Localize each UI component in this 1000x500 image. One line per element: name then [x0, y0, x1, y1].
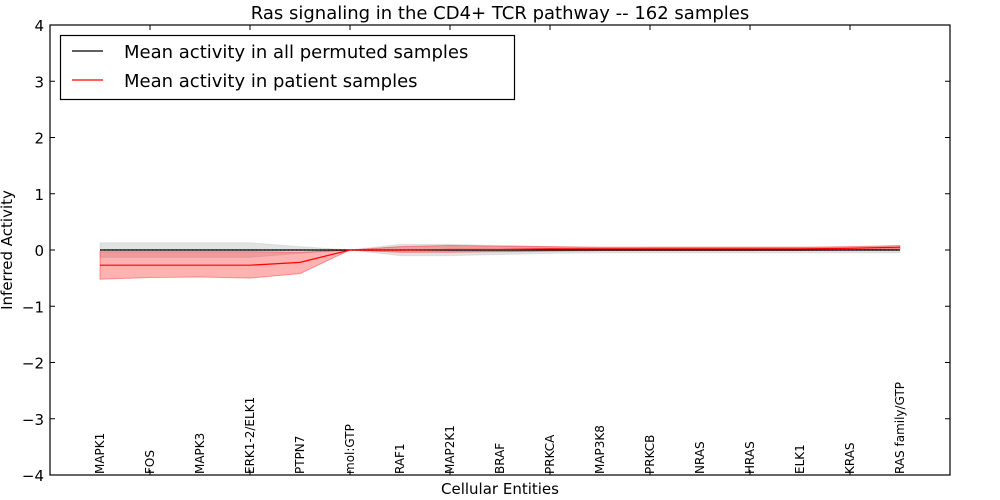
x-tick-label: ERK1-2/ELK1 — [243, 397, 257, 474]
x-tick-label: NRAS — [693, 441, 707, 474]
x-axis: MAPK1 FOS MAPK3 ERK1-2/ELK1 PTPN7 mol:GTP RAF1… — [93, 25, 907, 475]
y-tick-label: −4 — [22, 467, 44, 485]
y-axis-label: Inferred Activity — [0, 190, 16, 310]
y-tick-label: 0 — [34, 242, 44, 260]
x-axis-label: Cellular Entities — [441, 480, 559, 498]
y-tick-label: 1 — [34, 186, 44, 204]
x-tick-label: ELK1 — [793, 444, 807, 474]
y-tick-label: 3 — [34, 73, 44, 91]
x-tick-label: mol:GTP — [343, 424, 357, 474]
x-tick-label: MAPK3 — [193, 433, 207, 474]
legend: Mean activity in all permuted samples Me… — [59, 34, 516, 101]
y-tick-label: −2 — [22, 355, 44, 373]
chart-title: Ras signaling in the CD4+ TCR pathway --… — [251, 3, 750, 24]
line-patient — [100, 246, 901, 266]
x-tick-label: BRAF — [493, 443, 507, 474]
y-axis: −4 −3 −2 −1 0 1 2 3 4 — [22, 17, 950, 485]
x-tick-label: MAPK1 — [93, 433, 107, 474]
legend-label-patient: Mean activity in patient samples — [124, 71, 418, 92]
x-tick-label: RAF1 — [393, 443, 407, 474]
y-tick-label: 2 — [34, 130, 44, 148]
y-tick-label: 4 — [34, 17, 44, 35]
x-tick-label: KRAS — [843, 442, 857, 474]
band-patient — [99, 244, 901, 280]
x-tick-label: HRAS — [743, 441, 757, 474]
x-tick-label: FOS — [143, 450, 157, 474]
x-tick-label: RAS family/GTP — [893, 382, 907, 474]
legend-label-permuted: Mean activity in all permuted samples — [124, 42, 468, 63]
x-tick-label: PTPN7 — [293, 436, 307, 474]
legend-box — [59, 34, 516, 101]
x-tick-label: MAP3K8 — [593, 425, 607, 474]
y-tick-label: −3 — [22, 411, 44, 429]
series-lines — [100, 246, 901, 266]
x-tick-label: PRKCB — [643, 435, 657, 474]
x-tick-label: MAP2K1 — [443, 425, 457, 474]
x-tick-label: PRKCA — [543, 434, 557, 474]
y-tick-label: −1 — [22, 298, 44, 316]
